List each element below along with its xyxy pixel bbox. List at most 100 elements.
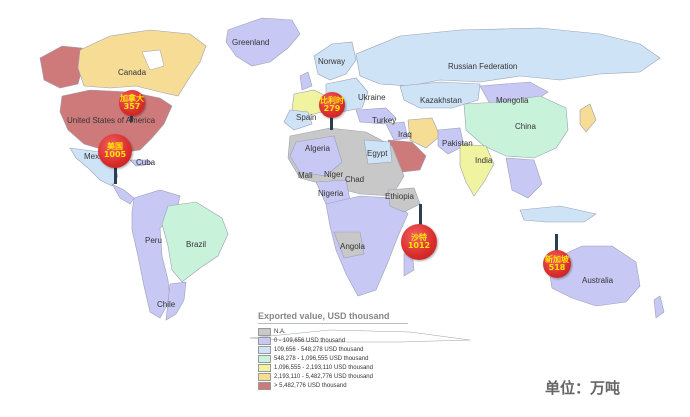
label-usa: United States of America [67,116,156,125]
label-pakistan: Pakistan [442,139,473,148]
label-cuba: Cuba [136,158,156,167]
label-angola: Angola [340,242,365,251]
region-ethiopia[interactable] [387,187,421,213]
legend-item: 109,656 - 548,278 USD thousand [258,345,408,354]
region-indonesia[interactable] [519,205,597,223]
marker-stem [419,204,422,230]
region-scandinavia[interactable] [313,41,357,81]
label-iraq: Iraq [398,130,412,139]
label-mexico: Mexico [84,152,110,161]
marker-name: 比利时 [320,95,344,105]
region-india[interactable] [459,143,495,197]
legend-swatch [258,363,271,372]
region-new-zealand[interactable] [653,295,665,319]
label-ethiopia: Ethiopia [385,192,414,201]
marker-name: 新加坡 [545,254,569,264]
marker-singapore[interactable]: 新加坡 518 [543,250,571,278]
marker-name: 加拿大 [120,93,144,103]
marker-name: 美国 [107,141,123,151]
marker-stem [330,112,333,130]
legend-label: 548,278 - 1,096,555 USD thousand [274,355,369,362]
region-spain[interactable] [283,109,313,131]
marker-name: 沙特 [411,232,427,242]
legend-item: N.A. [258,327,408,336]
marker-value: 279 [323,104,341,113]
label-russia: Russian Federation [448,62,518,71]
region-central-america[interactable] [111,183,135,205]
marker-stem [114,160,117,184]
region-turkey[interactable] [355,107,397,125]
region-russia[interactable] [355,27,661,87]
region-iraq[interactable] [385,121,409,141]
label-canada: Canada [118,68,147,77]
region-australia[interactable] [547,245,641,307]
legend-item: 548,278 - 1,096,555 USD thousand [258,354,408,363]
region-greenland[interactable] [225,17,301,67]
legend-label: > 5,482,776 USD thousand [274,382,347,389]
legend-swatch [258,327,271,336]
label-norway: Norway [318,57,346,66]
legend-title: Exported value, USD thousand [258,311,408,324]
marker-value: 1012 [407,241,431,250]
region-egypt[interactable] [363,139,393,165]
region-alaska[interactable] [39,45,85,89]
label-china: China [515,122,536,131]
label-kazakhstan: Kazakhstan [420,96,462,105]
region-japan[interactable] [579,103,597,133]
legend-rows: N.A. 0 - 109,656 USD thousand 109,656 - 54… [258,327,408,390]
region-antarctica [249,329,471,343]
marker-usa[interactable]: 美国 1005 [98,134,132,168]
region-canada[interactable] [77,29,207,97]
region-argentina[interactable] [165,281,187,321]
region-central-africa[interactable] [325,195,409,297]
legend: Exported value, USD thousand N.A. 0 - 109… [258,311,408,390]
marker-value: 1005 [103,150,127,159]
legend-swatch [258,345,271,354]
legend-label: 109,656 - 548,278 USD thousand [274,346,364,353]
label-australia: Australia [582,276,614,285]
marker-stem [555,234,558,252]
label-chad: Chad [345,175,365,184]
label-algeria: Algeria [305,144,330,153]
label-mali: Mali [298,171,313,180]
legend-label: 0 - 109,656 USD thousand [274,337,346,344]
label-peru: Peru [145,236,162,245]
legend-item: 0 - 109,656 USD thousand [258,336,408,345]
label-brazil: Brazil [186,240,207,249]
legend-label: 2,193,110 - 5,482,776 USD thousand [274,373,373,380]
legend-swatch [258,336,271,345]
label-nigeria: Nigeria [318,189,344,198]
region-china[interactable] [463,95,569,159]
region-cuba[interactable] [129,159,153,167]
region-angola[interactable] [333,231,365,259]
legend-swatch [258,372,271,381]
marker-value: 518 [548,263,566,272]
label-spain: Spain [296,113,317,122]
marker-value: 357 [123,102,141,111]
marker-saudi[interactable]: 沙特 1012 [401,224,437,260]
region-iran[interactable] [407,117,441,149]
unit-label: 单位：万吨 [545,379,621,397]
label-turkey: Turkey [372,116,397,125]
label-mongolia: Mongolia [496,96,529,105]
label-ukraine: Ukraine [358,93,386,102]
legend-label: 1,096,555 - 2,193,110 USD thousand [274,364,373,371]
legend-label: N.A. [274,328,286,335]
label-chile: Chile [157,300,176,309]
marker-canada[interactable]: 加拿大 357 [119,90,145,116]
label-niger: Niger [324,170,344,179]
marker-belgium[interactable]: 比利时 279 [319,92,345,118]
region-pakistan[interactable] [437,127,465,155]
label-india: India [475,156,493,165]
region-brazil[interactable] [161,201,229,283]
legend-swatch [258,381,271,390]
legend-item: 2,193,110 - 5,482,776 USD thousand [258,372,408,381]
legend-item: 1,096,555 - 2,193,110 USD thousand [258,363,408,372]
legend-swatch [258,354,271,363]
region-algeria[interactable] [289,135,343,177]
region-southeast-asia[interactable] [505,157,543,199]
label-egypt: Egypt [367,149,388,158]
region-uk[interactable] [299,71,313,91]
